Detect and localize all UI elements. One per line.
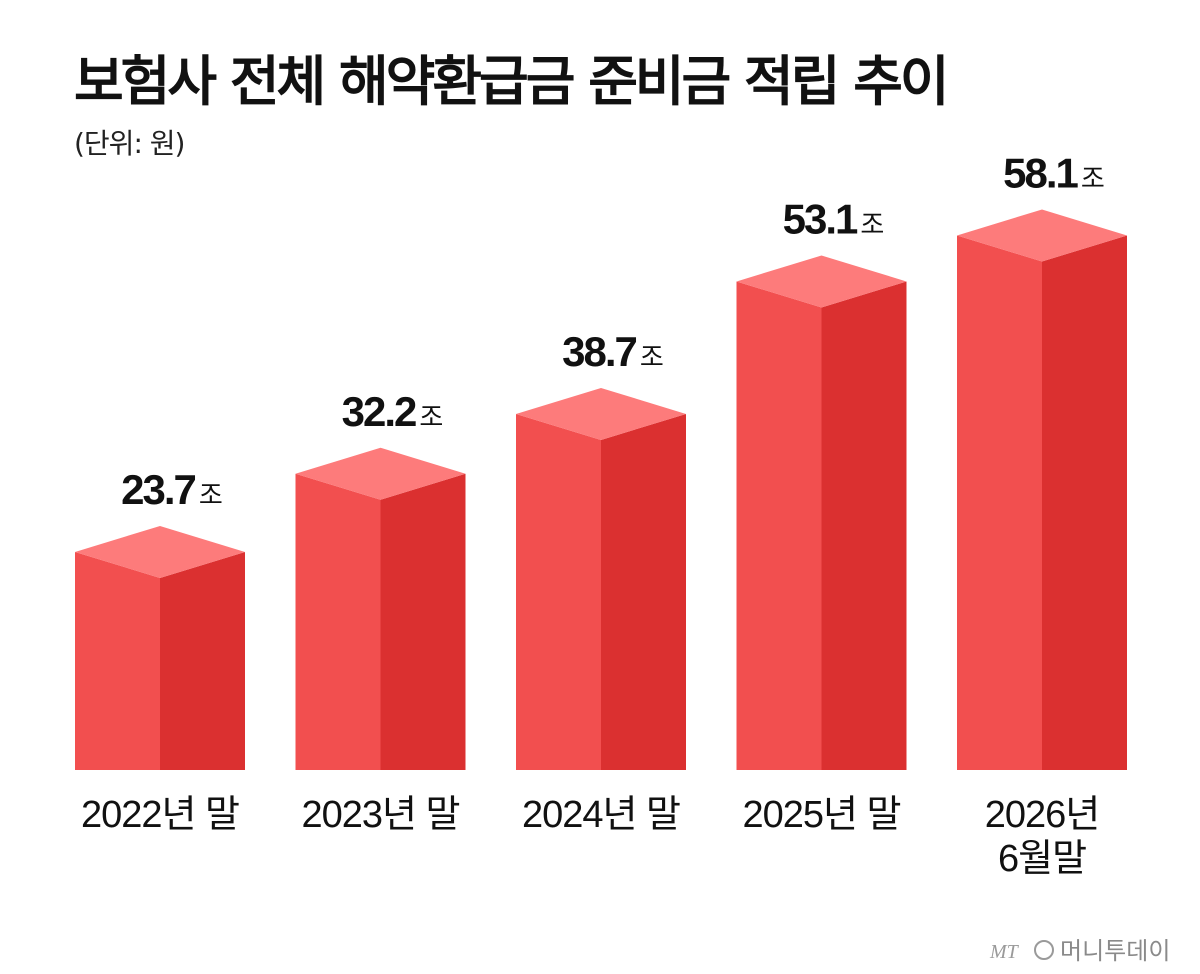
bar-value-number: 23.7 [121, 466, 195, 513]
chart-subtitle: (단위: 원) [74, 127, 184, 160]
bar-value-label: 23.7 조 [121, 466, 223, 513]
bar-top-face [957, 209, 1127, 262]
bar-front-face [736, 281, 822, 770]
bar-front-face [75, 551, 160, 770]
bar [516, 387, 686, 770]
bar-side-face [380, 473, 466, 770]
chart-title: 보험사 전체 해약환급금 준비금 적립 추이 [74, 50, 947, 113]
bar-value-unit: 조 [1081, 164, 1105, 194]
bar-front-face [957, 235, 1042, 771]
bar-value-number: 53.1 [783, 195, 858, 242]
bar [295, 447, 466, 770]
bar-value-number: 32.2 [342, 388, 416, 435]
category-label: 2024년 말 [522, 794, 680, 836]
bar-side-face [160, 551, 245, 770]
bar-value-unit: 조 [419, 403, 443, 433]
bar-value-label: 53.1 조 [783, 195, 885, 242]
bar-side-face [601, 413, 686, 770]
credit-logo-mark: MT [989, 941, 1020, 963]
category-label: 6월말 [998, 838, 1086, 880]
bar-value-number: 58.1 [1003, 149, 1078, 196]
bar-side-face [821, 281, 907, 770]
bar-top-face [736, 255, 907, 308]
credit-text: 머니투데이 [1060, 937, 1170, 965]
bar [736, 255, 907, 770]
bar-value-label: 38.7 조 [562, 328, 664, 375]
bar-side-face [1042, 235, 1127, 771]
bar-value-unit: 조 [199, 481, 223, 511]
category-label: 2023년 말 [301, 794, 459, 836]
bar [75, 525, 245, 770]
bar-value-label: 32.2 조 [342, 388, 444, 435]
credit-logo-circle-icon [1034, 940, 1054, 960]
category-label: 2026년 [985, 794, 1100, 836]
bar-value-unit: 조 [640, 343, 664, 373]
bar-front-face [516, 413, 601, 770]
category-label: 2025년 말 [742, 794, 900, 836]
bar-top-face [295, 447, 466, 500]
bar-front-face [295, 473, 381, 770]
bar-value-unit: 조 [860, 210, 884, 240]
bar-top-face [75, 525, 245, 578]
bar-top-face [516, 387, 686, 440]
bar [957, 209, 1127, 771]
category-label: 2022년 말 [81, 794, 239, 836]
bar-value-number: 38.7 [562, 328, 636, 375]
bar-value-label: 58.1 조 [1003, 149, 1105, 196]
credit: MT 머니투데이 [989, 937, 1170, 965]
